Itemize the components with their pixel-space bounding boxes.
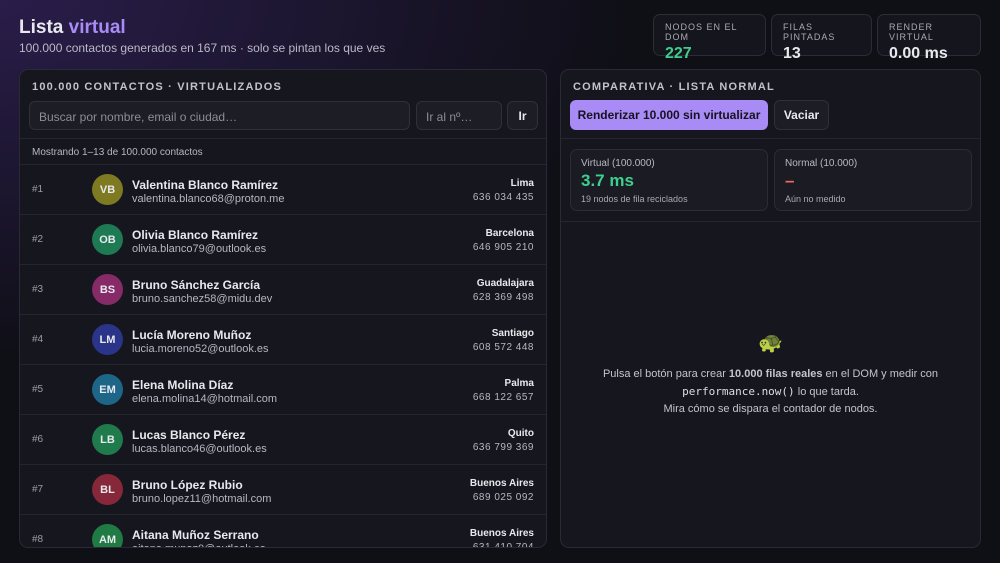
row-index: #4 <box>32 334 44 345</box>
stat-card: FILAS PINTADAS 13 <box>771 14 872 62</box>
row-index: #6 <box>32 434 44 445</box>
contact-phone: 608 572 448 <box>472 342 534 353</box>
avatar: AM <box>92 524 123 547</box>
avatar: VB <box>92 174 123 205</box>
contact-name: Lucía Moreno Muñoz <box>132 328 252 342</box>
stat-card: RENDER VIRTUAL 0.00 ms <box>877 14 981 62</box>
metric-note: 19 nodos de fila reciclados <box>581 194 688 204</box>
contact-row: #4 LM Lucía Moreno Muñoz lucia.moreno52@out… <box>20 314 546 364</box>
contact-name: Aitana Muñoz Serrano <box>132 528 259 542</box>
row-index: #1 <box>32 184 44 195</box>
contact-city: Barcelona <box>485 228 534 239</box>
virtual-panel: 100.000 CONTACTOS · VIRTUALIZADOS Buscar… <box>19 69 547 548</box>
subtitle: 100.000 contactos generados en 167 ms · … <box>19 41 386 55</box>
contact-name: Bruno López Rubio <box>132 478 243 492</box>
row-index: #8 <box>32 534 44 545</box>
avatar: EM <box>92 374 123 405</box>
avatar: LB <box>92 424 123 455</box>
metric-value: 3.7 ms <box>581 171 634 190</box>
avatar: LM <box>92 324 123 355</box>
stat-label: NODOS EN EL DOM <box>665 22 738 42</box>
metric-card: Normal (10.000) – Aún no medido <box>774 149 972 211</box>
metric-value: – <box>785 171 795 190</box>
contact-email: bruno.lopez11@hotmail.com <box>132 493 272 505</box>
contact-city: Buenos Aires <box>469 528 534 539</box>
contact-name: Lucas Blanco Pérez <box>132 428 246 442</box>
contact-phone: 636 799 369 <box>472 442 534 453</box>
contact-phone: 631 410 704 <box>472 542 534 548</box>
contact-city: Santiago <box>491 328 534 339</box>
title: Lista virtual <box>19 17 126 39</box>
text: Mira cómo se dispara el contador de nodo… <box>663 403 878 415</box>
contact-name: Valentina Blanco Ramírez <box>132 178 279 192</box>
code: performance.now() <box>682 385 795 398</box>
contact-city: Palma <box>504 378 534 389</box>
contact-email: bruno.sanchez58@midu.dev <box>132 293 273 305</box>
metric-note: Aún no medido <box>785 194 846 204</box>
contact-name: Bruno Sánchez García <box>132 278 261 292</box>
contact-row: #2 OB Olivia Blanco Ramírez olivia.blanco79… <box>20 214 546 264</box>
jump-button[interactable]: Ir <box>507 101 538 130</box>
stat-label: FILAS PINTADAS <box>783 22 836 42</box>
contact-email: olivia.blanco79@outlook.es <box>132 243 267 255</box>
contact-name: Elena Molina Díaz <box>132 378 234 392</box>
icon: 🐢 <box>758 332 783 354</box>
status: Mostrando 1–13 de 100.000 contactos <box>32 147 203 158</box>
contact-city: Quito <box>507 428 534 439</box>
text: lo que tarda. <box>794 386 859 398</box>
row-index: #3 <box>32 284 44 295</box>
avatar: BL <box>92 474 123 505</box>
contact-city: Buenos Aires <box>469 478 534 489</box>
panel-title: 100.000 CONTACTOS · VIRTUALIZADOS <box>32 81 283 93</box>
contact-phone: 636 034 435 <box>472 192 534 203</box>
contact-phone: 668 122 657 <box>472 392 534 403</box>
stat-card: NODOS EN EL DOM 227 <box>653 14 766 62</box>
contact-email: lucia.moreno52@outlook.es <box>132 343 269 355</box>
contact-email: lucas.blanco46@outlook.es <box>132 443 267 455</box>
avatar: OB <box>92 224 123 255</box>
contact-email: valentina.blanco68@proton.me <box>132 193 285 205</box>
stat-value: 227 <box>665 45 692 62</box>
contact-row: #6 LB Lucas Blanco Pérez lucas.blanco46@out… <box>20 414 546 464</box>
contact-city: Guadalajara <box>476 278 534 289</box>
contact-city: Lima <box>510 178 534 189</box>
contact-phone: 646 905 210 <box>472 242 534 253</box>
clear-button[interactable]: Vaciar <box>774 100 829 130</box>
contact-row: #3 BS Bruno Sánchez García bruno.sanchez58@… <box>20 264 546 314</box>
text: Pulsa el botón para crear <box>602 368 729 380</box>
contact-row: #5 EM Elena Molina Díaz elena.molina14@hotm… <box>20 364 546 414</box>
metric-label: Normal (10.000) <box>785 158 858 169</box>
contact-phone: 628 369 498 <box>472 292 534 303</box>
contact-row: #1 VB Valentina Blanco Ramírez valentina.bl… <box>20 164 546 214</box>
title-accent: virtual <box>68 17 126 38</box>
jump-input[interactable]: Ir al nº… <box>416 101 502 130</box>
search-input[interactable]: Buscar por nombre, email o ciudad… <box>29 101 410 130</box>
contact-name: Olivia Blanco Ramírez <box>132 228 259 242</box>
avatar: BS <box>92 274 123 305</box>
text: en el DOM y medir con <box>822 368 939 380</box>
metric-card: Virtual (100.000) 3.7 ms 19 nodos de fila … <box>570 149 768 211</box>
contact-row: #8 AM Aitana Muñoz Serranoaitana.munoz0@ou… <box>20 514 546 548</box>
render-button[interactable]: Renderizar 10.000 sin virtualizar <box>570 100 768 130</box>
contact-row: #7 BL Bruno López Rubio bruno.lopez11@hotma… <box>20 464 546 514</box>
stat-value: 0.00 ms <box>889 45 948 62</box>
panel-title: COMPARATIVA · LISTA NORMAL <box>573 81 775 93</box>
stat-label: RENDER VIRTUAL <box>889 22 934 42</box>
contact-email: aitana.munoz0@outlook.es <box>132 543 265 547</box>
row-index: #5 <box>32 384 44 395</box>
stat-value: 13 <box>783 45 801 62</box>
contact-email: elena.molina14@hotmail.com <box>132 393 278 405</box>
title-text: Lista <box>19 17 64 38</box>
contact-phone: 689 025 092 <box>472 492 534 503</box>
metric-label: Virtual (100.000) <box>581 158 655 169</box>
bold-text: 10.000 filas reales <box>728 368 823 380</box>
empty-state: 🐢 Pulsa el botón para crear 10.000 filas… <box>561 332 980 418</box>
row-index: #7 <box>32 484 44 495</box>
compare-panel: COMPARATIVA · LISTA NORMAL Renderizar 10… <box>560 69 981 548</box>
row-index: #2 <box>32 234 44 245</box>
